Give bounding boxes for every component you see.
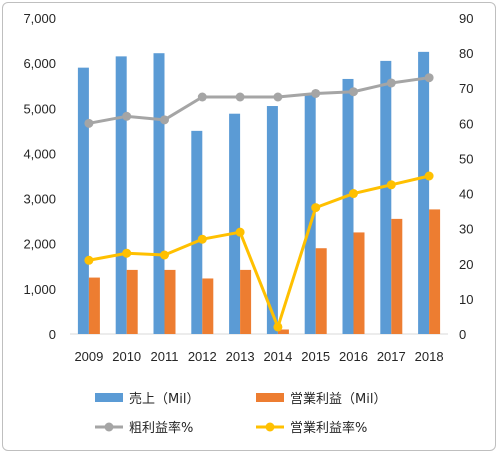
gross-margin-point [311, 88, 321, 98]
operating-margin-point [386, 180, 396, 190]
left-y-tick-label: 6,000 [23, 56, 56, 71]
bar-sales [304, 94, 316, 334]
right-y-tick-label: 80 [459, 46, 473, 61]
left-y-tick-label: 7,000 [23, 11, 56, 26]
bar-sales [380, 60, 392, 335]
operating-margin-line [88, 174, 430, 329]
operating-margin-point [311, 203, 321, 213]
x-tick-label: 2018 [415, 349, 444, 364]
bar-series [77, 51, 441, 335]
gross-margin-point [273, 92, 283, 102]
legend-label: 営業利益（Mil） [290, 391, 386, 407]
bar-sales [266, 106, 278, 335]
operating-margin-point [160, 250, 169, 260]
gross-margin-point [424, 73, 434, 83]
operating-margin-point [235, 227, 245, 237]
x-tick-label: 2011 [151, 349, 179, 364]
gross-margin-point [386, 78, 396, 88]
bar-sales [115, 56, 127, 334]
gross-margin-point [235, 92, 245, 102]
legend-label: 営業利益率% [290, 420, 367, 436]
x-tick-label: 2015 [301, 349, 330, 364]
bar-operating-profit [88, 277, 100, 334]
operating-margin-point [273, 322, 283, 332]
gross-margin-point [349, 87, 358, 97]
left-y-tick-label: 3,000 [23, 192, 56, 207]
bar-sales [418, 51, 430, 334]
gross-margin-line [88, 76, 430, 125]
left-y-tick-label: 0 [49, 327, 56, 342]
left-y-tick-label: 2,000 [23, 237, 56, 252]
left-y-axis: 0 1,000 2,000 3,000 4,000 5,000 6,000 7,000 [23, 11, 56, 342]
gross-margin-point [160, 115, 169, 125]
x-tick-label: 2014 [263, 349, 292, 364]
right-y-tick-label: 20 [459, 257, 473, 272]
x-tick-label: 2017 [377, 349, 406, 364]
legend-swatch-marker [104, 422, 114, 432]
left-y-tick-label: 1,000 [23, 282, 56, 297]
operating-margin-point [122, 248, 132, 258]
legend-label: 売上（Mil） [129, 391, 199, 407]
gross-margin-point [197, 92, 207, 102]
legend-swatch [95, 393, 123, 402]
right-y-tick-label: 60 [459, 116, 473, 131]
x-tick-label: 2013 [226, 349, 255, 364]
operating-margin-point [84, 255, 94, 265]
bar-operating-profit [353, 232, 365, 334]
legend: 売上（Mil） 営業利益（Mil） 粗利益率% 営業利益率% [95, 391, 386, 436]
bar-operating-profit [202, 278, 214, 334]
x-tick-label: 2010 [112, 349, 141, 364]
bar-operating-profit [429, 209, 441, 334]
left-y-tick-label: 4,000 [23, 146, 56, 161]
bar-operating-profit [240, 269, 252, 334]
operating-margin-point [197, 234, 207, 244]
right-y-tick-label: 70 [459, 81, 473, 96]
bar-sales [191, 130, 203, 334]
operating-margin-point [424, 171, 434, 181]
right-y-tick-label: 50 [459, 151, 473, 166]
right-y-tick-label: 30 [459, 222, 473, 237]
right-y-tick-label: 40 [459, 187, 473, 202]
x-tick-label: 2012 [188, 349, 217, 364]
bar-sales [342, 78, 354, 334]
bar-sales [77, 67, 89, 335]
gross-margin-point [84, 118, 94, 128]
bar-operating-profit [315, 248, 327, 334]
right-y-tick-label: 10 [459, 292, 473, 307]
bar-sales [229, 113, 241, 335]
right-y-tick-label: 0 [459, 327, 466, 342]
legend-swatch [256, 393, 284, 402]
legend-label: 粗利益率% [129, 420, 193, 436]
line-series [84, 73, 434, 332]
bar-operating-profit [391, 218, 403, 334]
left-y-tick-label: 5,000 [23, 101, 56, 116]
x-tick-label: 2016 [339, 349, 368, 364]
x-tick-label: 2009 [74, 349, 103, 364]
right-y-tick-label: 90 [459, 11, 473, 26]
legend-swatch-marker [265, 422, 275, 432]
x-axis: 2009 2010 2011 2012 2013 2014 2015 2016 2017 2018 [74, 349, 443, 364]
bar-operating-profit [277, 329, 289, 334]
right-y-axis: 0 10 20 30 40 50 60 70 80 90 [459, 11, 473, 342]
gross-margin-point [122, 111, 132, 121]
bar-sales [153, 53, 165, 335]
bar-operating-profit [126, 269, 138, 334]
operating-margin-point [349, 189, 358, 199]
bar-operating-profit [164, 269, 176, 334]
